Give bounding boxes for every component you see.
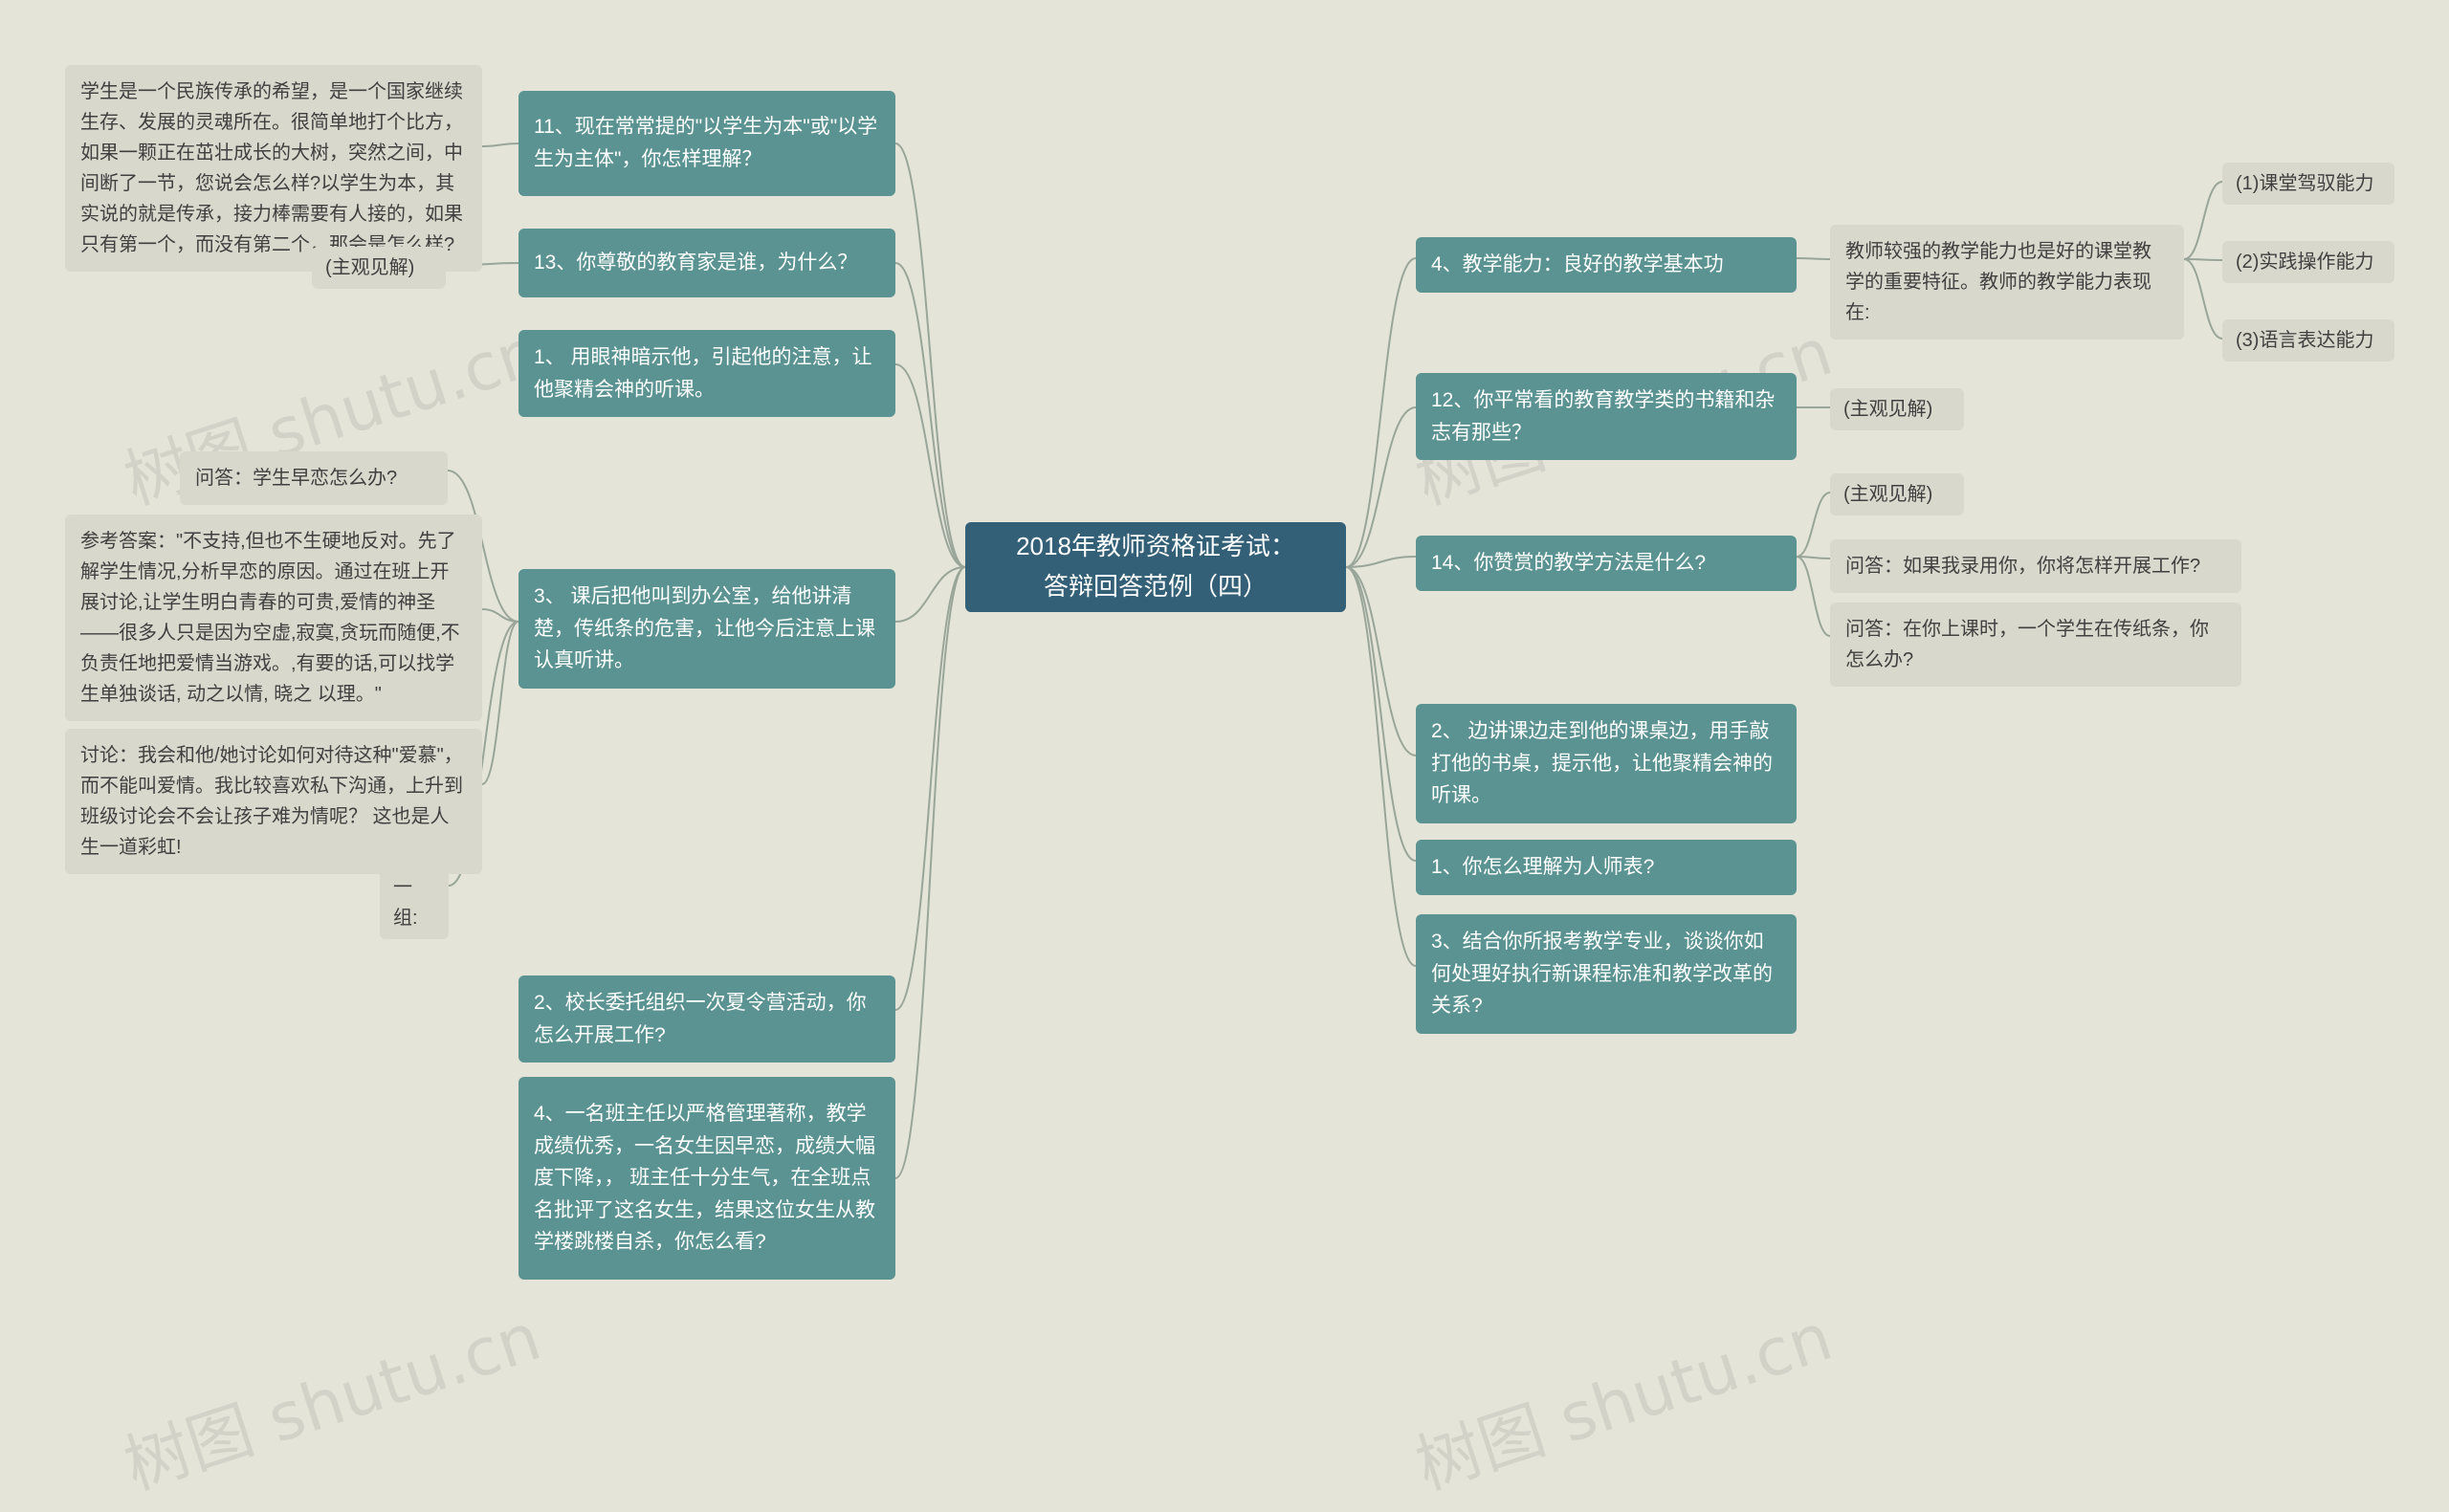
leaf-node: 教师较强的教学能力也是好的课堂教学的重要特征。教师的教学能力表现在: (1830, 225, 2184, 340)
branch-node: 13、你尊敬的教育家是谁，为什么？ (518, 229, 895, 297)
branch-node: 4、一名班主任以严格管理著称，教学成绩优秀，一名女生因早恋，成绩大幅度下降，， … (518, 1077, 895, 1280)
leaf-node: (主观见解) (1830, 473, 1964, 515)
watermark: 树图 shutu.cn (1402, 1284, 1842, 1508)
branch-node: 3、结合你所报考教学专业，谈谈你如何处理好执行新课程标准和教学改革的关系? (1416, 914, 1797, 1034)
branch-node: 2、 边讲课边走到他的课桌边，用手敲打他的书桌，提示他，让他聚精会神的听课。 (1416, 704, 1797, 823)
branch-node: 12、你平常看的教育教学类的书籍和杂志有那些？ (1416, 373, 1797, 460)
watermark: 树图 shutu.cn (111, 1284, 551, 1508)
branch-node: 14、你赞赏的教学方法是什么? (1416, 536, 1797, 591)
leaf-node: (主观见解) (312, 247, 446, 289)
branch-node: 4、教学能力：良好的教学基本功 (1416, 237, 1797, 293)
leaf-node: (3)语言表达能力 (2222, 319, 2394, 362)
leaf-node: 参考答案："不支持,但也不生硬地反对。先了解学生情况,分析早恋的原因。通过在班上… (65, 515, 482, 721)
branch-node: 2、校长委托组织一次夏令营活动，你怎么开展工作? (518, 975, 895, 1063)
leaf-node: 一组: (380, 866, 449, 939)
branch-node: 1、 用眼神暗示他，引起他的注意，让他聚精会神的听课。 (518, 330, 895, 417)
leaf-node: 问答：如果我录用你，你将怎样开展工作? (1830, 539, 2241, 593)
leaf-node: (1)课堂驾驭能力 (2222, 163, 2394, 205)
leaf-node: 问答：在你上课时，一个学生在传纸条，你怎么办? (1830, 603, 2241, 687)
leaf-node: (2)实践操作能力 (2222, 241, 2394, 283)
root-node: 2018年教师资格证考试： 答辩回答范例（四） (965, 522, 1346, 612)
mindmap-canvas: 2018年教师资格证考试： 答辩回答范例（四） 树图 shutu.cn 树图 s… (0, 0, 2449, 1512)
leaf-node: 问答：学生早恋怎么办? (180, 451, 448, 505)
branch-node: 3、 课后把他叫到办公室，给他讲清楚，传纸条的危害，让他今后注意上课认真听讲。 (518, 569, 895, 689)
leaf-node: 学生是一个民族传承的希望，是一个国家继续生存、发展的灵魂所在。很简单地打个比方，… (65, 65, 482, 272)
leaf-node: 讨论：我会和他/她讨论如何对待这种"爱慕"，而不能叫爱情。我比较喜欢私下沟通，上… (65, 729, 482, 874)
branch-node: 11、现在常常提的"以学生为本"或"以学生为主体"，你怎样理解？ (518, 91, 895, 196)
branch-node: 1、你怎么理解为人师表? (1416, 840, 1797, 895)
leaf-node: (主观见解) (1830, 388, 1964, 430)
